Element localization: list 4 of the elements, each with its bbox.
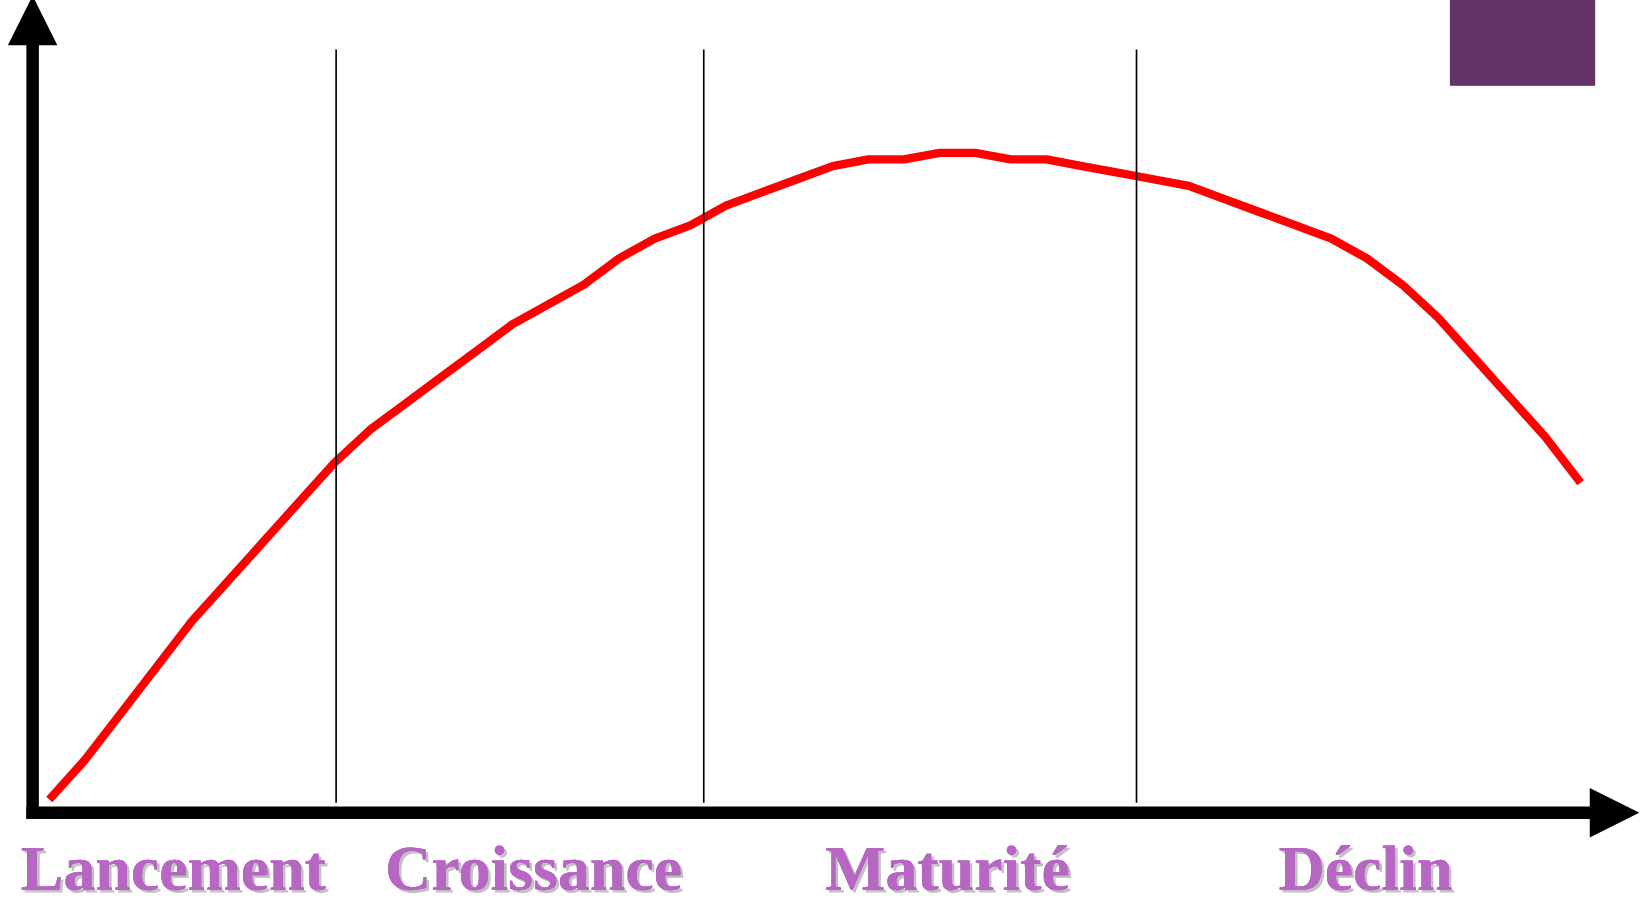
text: Lancement (21, 847, 329, 894)
text: Maturité (826, 845, 1071, 894)
text: Déclin (1279, 845, 1455, 894)
text: Croissance (388, 845, 684, 894)
